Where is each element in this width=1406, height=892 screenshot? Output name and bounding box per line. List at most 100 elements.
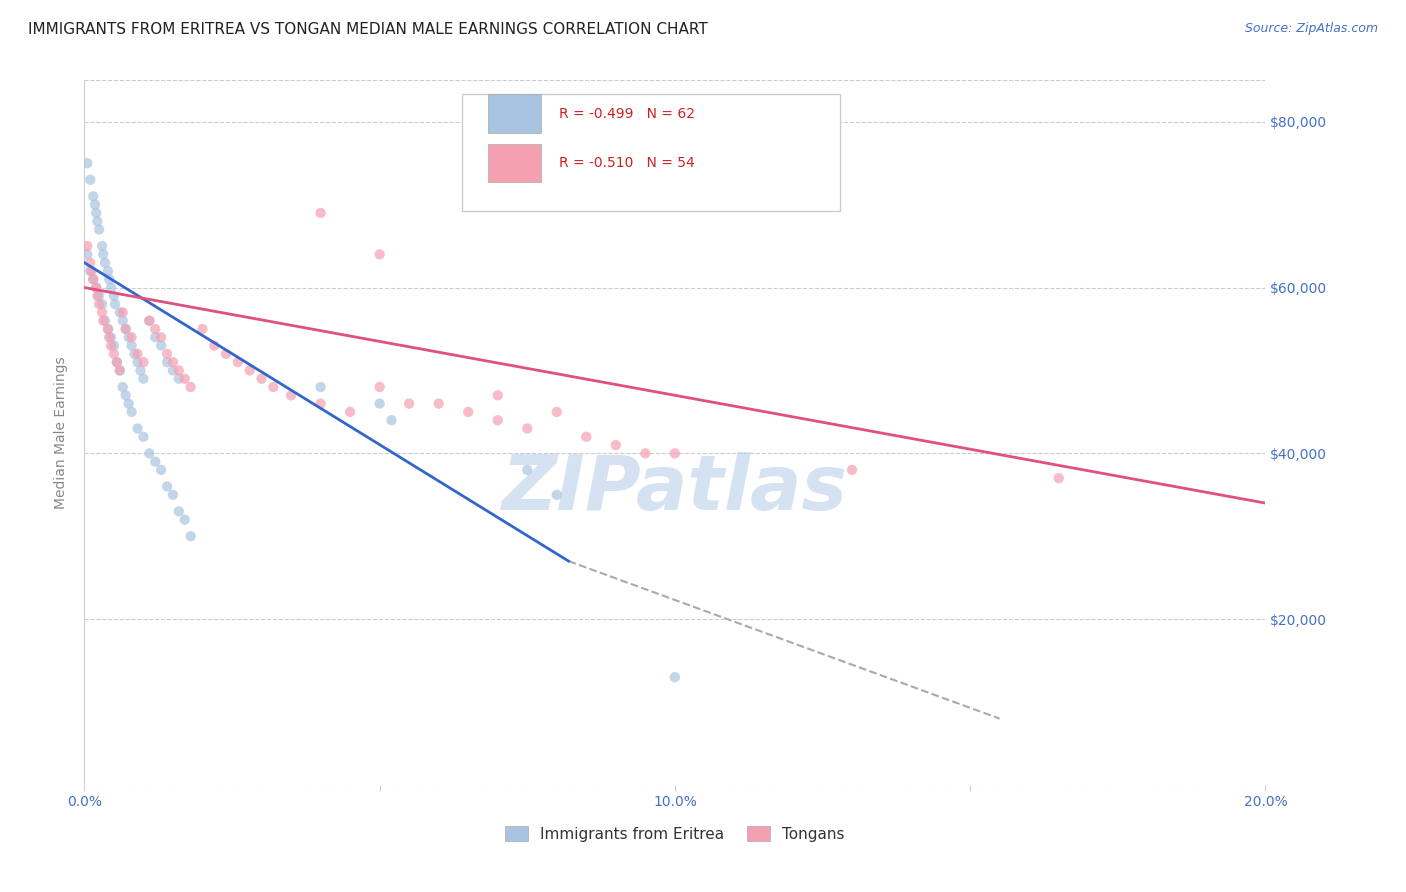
Point <box>150 338 173 352</box>
Point <box>84 280 107 294</box>
Point <box>121 405 143 419</box>
Point <box>86 289 108 303</box>
Text: Source: ZipAtlas.com: Source: ZipAtlas.com <box>1244 22 1378 36</box>
Point <box>82 272 104 286</box>
Point <box>82 189 104 203</box>
Point <box>841 463 863 477</box>
Point <box>105 355 128 369</box>
Point <box>87 289 111 303</box>
Point <box>143 455 166 469</box>
Point <box>486 388 509 402</box>
Text: R = -0.510   N = 54: R = -0.510 N = 54 <box>560 156 695 170</box>
Point <box>138 314 160 328</box>
Point <box>108 363 131 377</box>
Point <box>103 347 125 361</box>
Point <box>575 430 598 444</box>
FancyBboxPatch shape <box>488 144 541 183</box>
Point <box>76 247 98 261</box>
Point <box>118 330 141 344</box>
Point <box>398 396 420 410</box>
Point <box>103 289 125 303</box>
Point <box>104 297 127 311</box>
Point <box>156 355 179 369</box>
Point <box>121 338 143 352</box>
Point <box>86 214 108 228</box>
Point <box>546 405 568 419</box>
Point <box>103 338 125 352</box>
Point <box>546 488 568 502</box>
Point <box>280 388 302 402</box>
Point <box>162 355 184 369</box>
Point <box>605 438 627 452</box>
Point <box>82 272 104 286</box>
Point <box>76 239 98 253</box>
Point <box>664 446 686 460</box>
Point <box>105 355 128 369</box>
Point <box>309 396 332 410</box>
Point <box>634 446 657 460</box>
Point <box>108 363 131 377</box>
Point <box>215 347 238 361</box>
Point <box>180 380 202 394</box>
Point <box>162 363 184 377</box>
Point <box>486 413 509 427</box>
Point <box>97 264 120 278</box>
Point <box>98 330 121 344</box>
Point <box>114 388 136 402</box>
Point <box>138 446 160 460</box>
Point <box>368 247 391 261</box>
Point <box>118 396 141 410</box>
Point <box>87 222 111 236</box>
Point <box>129 363 152 377</box>
Point <box>98 272 121 286</box>
Point <box>111 380 134 394</box>
Point <box>80 264 103 278</box>
Point <box>84 206 107 220</box>
Point <box>127 421 149 435</box>
Point <box>124 347 146 361</box>
Point <box>91 314 114 328</box>
Point <box>79 264 101 278</box>
Point <box>132 430 155 444</box>
Point <box>309 380 332 394</box>
Point <box>94 314 117 328</box>
Point <box>97 322 120 336</box>
Point <box>309 206 332 220</box>
Point <box>150 463 173 477</box>
Point <box>226 355 249 369</box>
Point <box>143 322 166 336</box>
Point <box>100 338 122 352</box>
Point <box>457 405 479 419</box>
Point <box>132 372 155 386</box>
Point <box>173 513 195 527</box>
Point <box>167 372 190 386</box>
Point <box>162 488 184 502</box>
Point <box>91 247 114 261</box>
FancyBboxPatch shape <box>488 95 541 133</box>
Point <box>97 322 120 336</box>
Point <box>114 322 136 336</box>
Point <box>114 322 136 336</box>
Point <box>339 405 361 419</box>
Point <box>143 330 166 344</box>
Point <box>111 314 134 328</box>
Text: R = -0.499   N = 62: R = -0.499 N = 62 <box>560 107 695 120</box>
Point <box>202 338 225 352</box>
Text: IMMIGRANTS FROM ERITREA VS TONGAN MEDIAN MALE EARNINGS CORRELATION CHART: IMMIGRANTS FROM ERITREA VS TONGAN MEDIAN… <box>28 22 707 37</box>
Point <box>191 322 214 336</box>
Text: ZIPatlas: ZIPatlas <box>502 452 848 526</box>
Point <box>127 347 149 361</box>
Point <box>368 396 391 410</box>
Point <box>84 280 107 294</box>
Point <box>250 372 273 386</box>
Point <box>79 173 101 187</box>
Point <box>76 156 98 170</box>
Point <box>84 197 107 211</box>
Point <box>138 314 160 328</box>
Point <box>87 297 111 311</box>
Point <box>79 255 101 269</box>
Point <box>108 305 131 319</box>
Point <box>1047 471 1070 485</box>
Point <box>121 330 143 344</box>
Point <box>173 372 195 386</box>
